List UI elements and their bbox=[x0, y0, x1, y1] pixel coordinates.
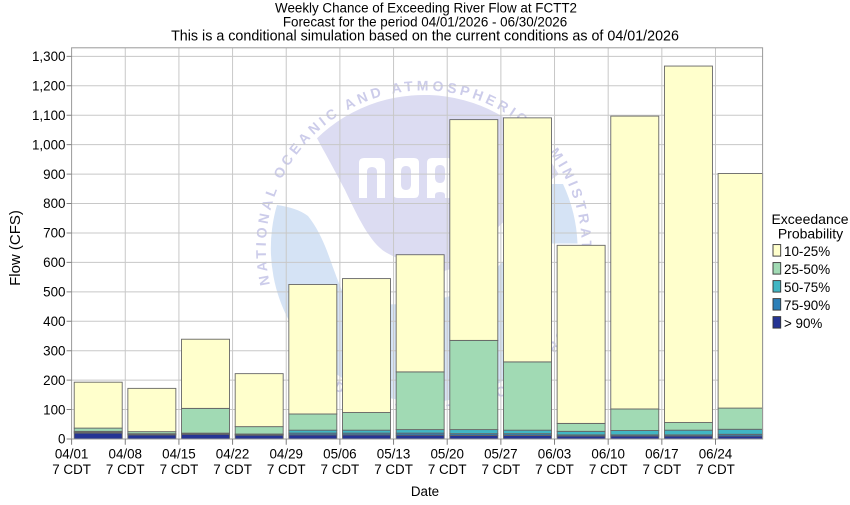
svg-text:> 90%: > 90% bbox=[784, 316, 822, 331]
svg-text:7 CDT: 7 CDT bbox=[482, 462, 521, 477]
svg-text:06/24: 06/24 bbox=[699, 447, 733, 462]
svg-text:200: 200 bbox=[43, 373, 65, 388]
svg-text:800: 800 bbox=[43, 196, 65, 211]
svg-text:7 CDT: 7 CDT bbox=[696, 462, 735, 477]
svg-text:This is a conditional simulati: This is a conditional simulation based o… bbox=[171, 29, 679, 45]
svg-text:7 CDT: 7 CDT bbox=[374, 462, 413, 477]
svg-text:7 CDT: 7 CDT bbox=[213, 462, 252, 477]
svg-text:Exceedance: Exceedance bbox=[771, 211, 848, 227]
svg-text:100: 100 bbox=[43, 402, 65, 417]
svg-text:1,300: 1,300 bbox=[32, 49, 66, 64]
svg-text:05/06: 05/06 bbox=[323, 447, 357, 462]
svg-text:600: 600 bbox=[43, 255, 65, 270]
svg-text:Probability: Probability bbox=[778, 226, 843, 242]
svg-text:400: 400 bbox=[43, 314, 65, 329]
svg-text:7 CDT: 7 CDT bbox=[160, 462, 199, 477]
svg-text:900: 900 bbox=[43, 167, 65, 182]
svg-text:05/20: 05/20 bbox=[430, 447, 464, 462]
svg-text:06/17: 06/17 bbox=[645, 447, 679, 462]
svg-text:1,200: 1,200 bbox=[32, 78, 66, 93]
svg-text:06/03: 06/03 bbox=[538, 447, 572, 462]
svg-text:Date: Date bbox=[411, 484, 439, 499]
svg-text:04/22: 04/22 bbox=[216, 447, 250, 462]
svg-text:10-25%: 10-25% bbox=[784, 244, 830, 259]
svg-text:1,100: 1,100 bbox=[32, 108, 66, 123]
svg-text:500: 500 bbox=[43, 285, 65, 300]
svg-text:04/08: 04/08 bbox=[109, 447, 143, 462]
svg-text:7 CDT: 7 CDT bbox=[642, 462, 681, 477]
svg-text:25-50%: 25-50% bbox=[784, 262, 830, 277]
svg-text:7 CDT: 7 CDT bbox=[535, 462, 574, 477]
svg-text:7 CDT: 7 CDT bbox=[589, 462, 628, 477]
svg-text:300: 300 bbox=[43, 343, 65, 358]
svg-text:Weekly Chance of Exceeding Riv: Weekly Chance of Exceeding River Flow at… bbox=[275, 1, 577, 16]
svg-text:7 CDT: 7 CDT bbox=[321, 462, 360, 477]
svg-text:0: 0 bbox=[58, 432, 65, 447]
svg-text:05/27: 05/27 bbox=[484, 447, 518, 462]
svg-text:50-75%: 50-75% bbox=[784, 280, 830, 295]
svg-text:1,000: 1,000 bbox=[32, 137, 66, 152]
svg-text:7 CDT: 7 CDT bbox=[267, 462, 306, 477]
svg-text:04/15: 04/15 bbox=[162, 447, 196, 462]
svg-text:Forecast for the period 04/01/: Forecast for the period 04/01/2026 - 06/… bbox=[283, 15, 567, 30]
svg-text:04/29: 04/29 bbox=[269, 447, 303, 462]
svg-text:Flow (CFS): Flow (CFS) bbox=[7, 210, 24, 286]
svg-text:7 CDT: 7 CDT bbox=[428, 462, 467, 477]
svg-text:700: 700 bbox=[43, 226, 65, 241]
svg-text:06/10: 06/10 bbox=[591, 447, 625, 462]
svg-text:7 CDT: 7 CDT bbox=[106, 462, 145, 477]
svg-text:04/01: 04/01 bbox=[55, 447, 89, 462]
svg-text:7 CDT: 7 CDT bbox=[52, 462, 91, 477]
svg-text:75-90%: 75-90% bbox=[784, 298, 830, 313]
svg-text:05/13: 05/13 bbox=[377, 447, 411, 462]
